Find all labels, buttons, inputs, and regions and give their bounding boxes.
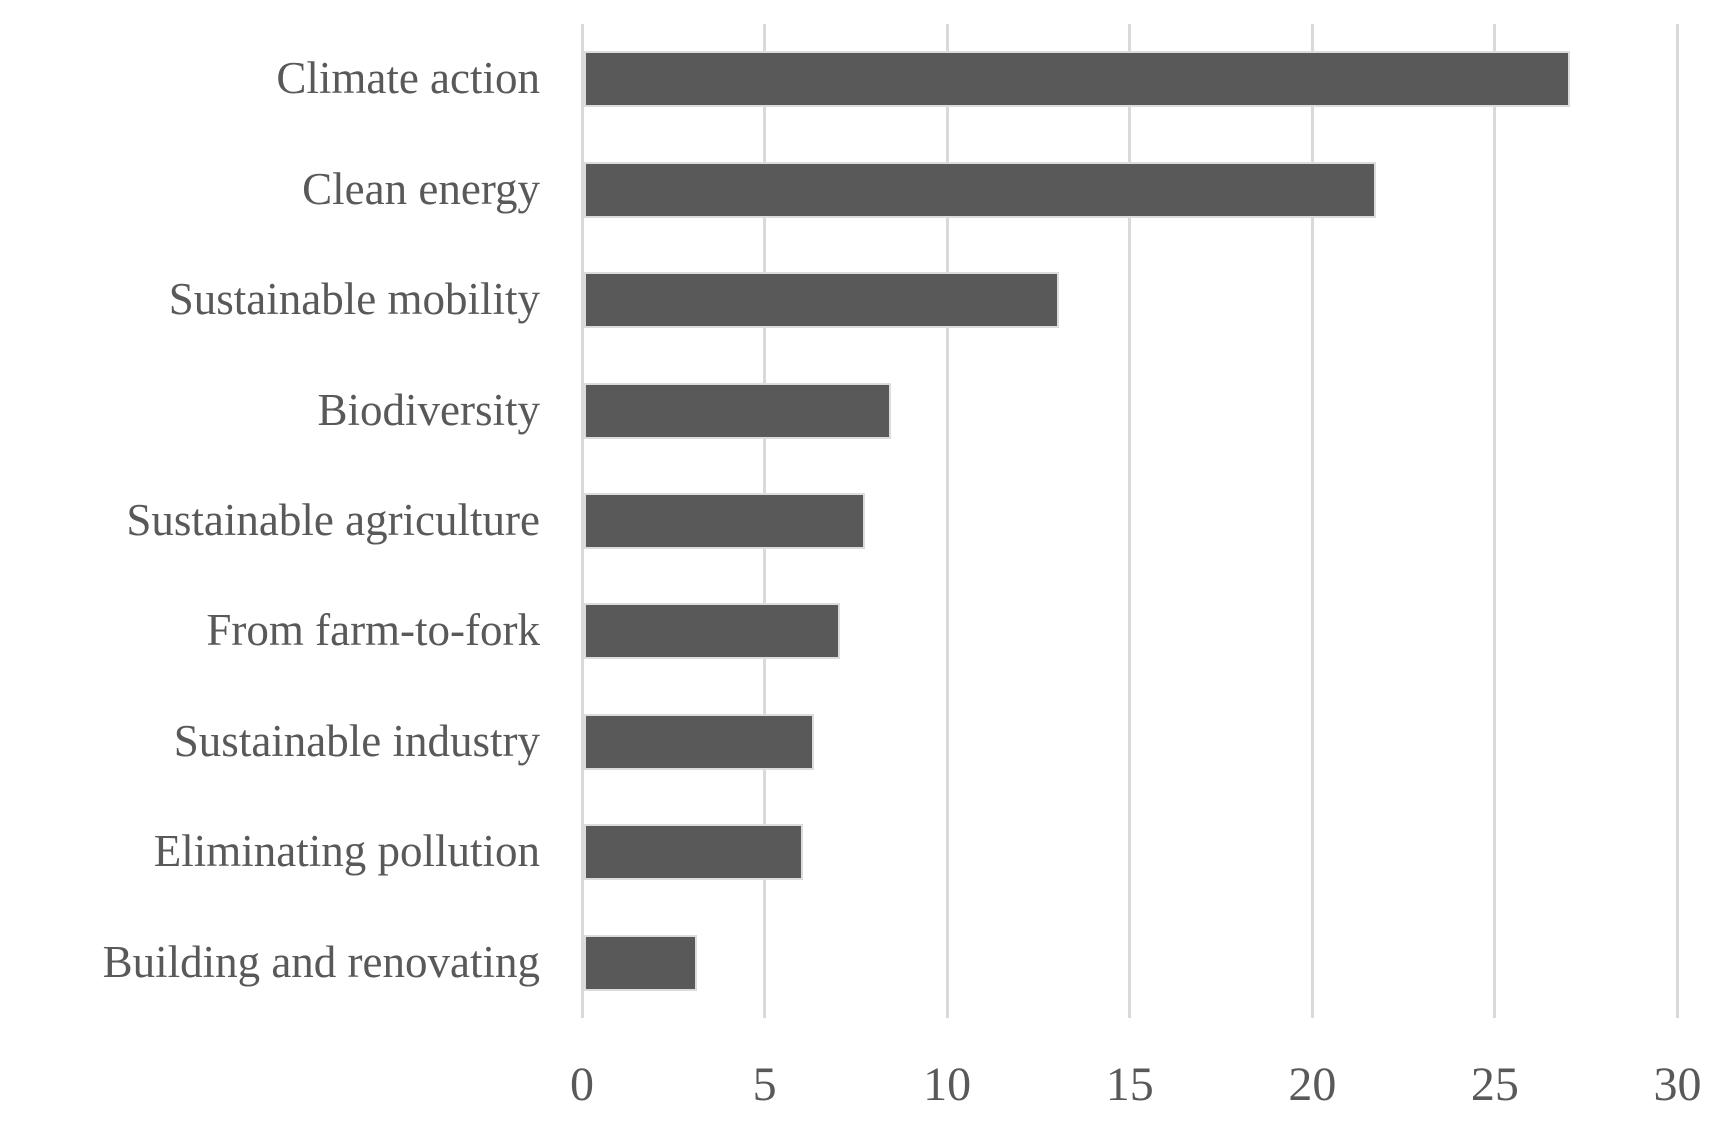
category-label: Clean energy <box>302 163 540 214</box>
x-tick-label: 20 <box>1288 1058 1337 1111</box>
gridline <box>945 24 949 1018</box>
bar <box>584 934 698 991</box>
gridline <box>1676 24 1679 1018</box>
bar <box>584 51 1570 108</box>
gridline <box>580 24 584 1018</box>
x-tick-label: 15 <box>1105 1058 1154 1111</box>
category-label: Climate action <box>276 53 540 104</box>
category-label: Eliminating pollution <box>153 826 540 877</box>
bar <box>584 713 815 770</box>
gridline <box>1310 24 1314 1018</box>
category-label: Sustainable industry <box>173 715 540 766</box>
x-tick-label: 5 <box>752 1058 777 1111</box>
x-tick-label: 10 <box>923 1058 972 1111</box>
x-tick-label: 30 <box>1653 1058 1702 1111</box>
category-label: Sustainable agriculture <box>126 495 540 545</box>
bar <box>584 824 804 881</box>
category-label: Building and renovating <box>102 936 540 987</box>
x-tick-label: 25 <box>1470 1058 1519 1111</box>
bar <box>584 603 840 660</box>
bar <box>584 161 1377 218</box>
category-label: From farm-to-fork <box>206 605 540 656</box>
x-tick-label: 0 <box>570 1058 594 1111</box>
bar <box>584 493 866 549</box>
gridline <box>1493 24 1497 1018</box>
gridline <box>1128 24 1132 1018</box>
bar <box>584 382 891 439</box>
bar <box>584 272 1059 329</box>
category-label: Sustainable mobility <box>168 274 540 325</box>
category-label: Biodiversity <box>317 384 541 435</box>
